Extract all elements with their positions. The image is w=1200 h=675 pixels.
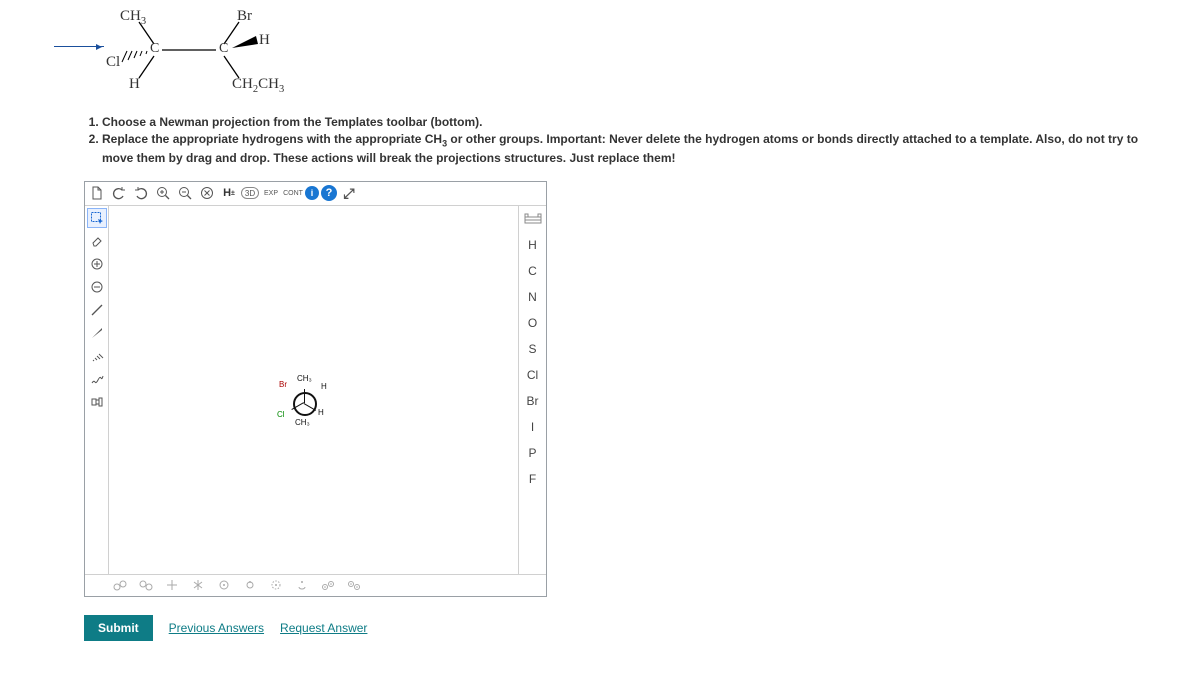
element-f[interactable]: F <box>522 468 544 490</box>
chain-tool-icon[interactable] <box>87 392 107 412</box>
newman-front-lr: H <box>318 408 324 417</box>
info-icon[interactable]: i <box>305 186 319 200</box>
fullscreen-icon[interactable]: ⤢ <box>339 183 359 203</box>
toolbar-left <box>85 206 109 574</box>
single-bond-icon[interactable] <box>87 300 107 320</box>
c1-left-cl: Cl <box>106 54 120 71</box>
template-6-icon[interactable] <box>239 575 261 595</box>
instructions: Choose a Newman projection from the Temp… <box>84 110 1184 181</box>
c2-bottom-group: CH2CH3 <box>232 76 284 95</box>
toolbar-right: H C N O S Cl Br I P F <box>518 206 546 574</box>
c1-label: C <box>150 41 159 57</box>
eraser-tool-icon[interactable] <box>87 231 107 251</box>
periodic-table-icon[interactable] <box>522 208 544 230</box>
zoom-in-icon[interactable] <box>153 183 173 203</box>
template-10-icon[interactable] <box>343 575 365 595</box>
c2-top-br: Br <box>237 8 252 25</box>
template-7-icon[interactable] <box>265 575 287 595</box>
template-9-icon[interactable] <box>317 575 339 595</box>
wedge-solid-icon[interactable] <box>87 346 107 366</box>
element-c[interactable]: C <box>522 260 544 282</box>
element-i[interactable]: I <box>522 416 544 438</box>
undo-icon[interactable] <box>109 183 129 203</box>
element-s[interactable]: S <box>522 338 544 360</box>
c2-right-h: H <box>259 32 270 49</box>
wedge-hash-icon[interactable] <box>87 323 107 343</box>
wedge-dash-structure: C C CH3 Cl H Br H CH2CH3 <box>84 10 304 100</box>
element-o[interactable]: O <box>522 312 544 334</box>
newman-back-ur: H <box>321 382 327 391</box>
template-4-icon[interactable] <box>187 575 209 595</box>
toolbar-bottom <box>85 574 546 596</box>
newman-projection[interactable]: CH₃ Br H Cl H CH₃ <box>285 384 325 424</box>
toolbar-top: H± 3D EXP CONT i ? ⤢ <box>85 182 546 206</box>
template-5-icon[interactable] <box>213 575 235 595</box>
newman-back-bot: CH₃ <box>295 418 310 427</box>
element-br[interactable]: Br <box>522 390 544 412</box>
zoom-out-icon[interactable] <box>175 183 195 203</box>
template-3-icon[interactable] <box>161 575 183 595</box>
h-toggle-button[interactable]: H± <box>219 183 239 203</box>
marquee-tool-icon[interactable] <box>87 208 107 228</box>
instruction-1: Choose a Newman projection from the Temp… <box>102 114 1164 130</box>
template-8-icon[interactable] <box>291 575 313 595</box>
view-3d-button[interactable]: 3D <box>241 187 259 199</box>
help-icon[interactable]: ? <box>321 185 337 201</box>
element-h[interactable]: H <box>522 234 544 256</box>
submit-button[interactable]: Submit <box>84 615 153 641</box>
c1-bottom-h: H <box>129 76 140 93</box>
contract-button[interactable]: CONT <box>283 183 303 203</box>
structure-editor: H± 3D EXP CONT i ? ⤢ <box>84 181 547 597</box>
submit-row: Submit Previous Answers Request Answer <box>84 615 1200 641</box>
template-1-icon[interactable] <box>109 575 131 595</box>
newman-front-top: CH₃ <box>297 374 312 383</box>
drawing-canvas[interactable]: CH₃ Br H Cl H CH₃ <box>109 206 518 574</box>
element-cl[interactable]: Cl <box>522 364 544 386</box>
new-file-icon[interactable] <box>87 183 107 203</box>
element-n[interactable]: N <box>522 286 544 308</box>
charge-minus-icon[interactable] <box>87 277 107 297</box>
c2-label: C <box>219 41 228 57</box>
instruction-2: Replace the appropriate hydrogens with t… <box>102 131 1164 166</box>
redo-icon[interactable] <box>131 183 151 203</box>
c1-top: CH3 <box>120 8 146 27</box>
wavy-bond-icon[interactable] <box>87 369 107 389</box>
charge-plus-icon[interactable] <box>87 254 107 274</box>
newman-front-ll: Cl <box>277 410 285 419</box>
element-p[interactable]: P <box>522 442 544 464</box>
template-2-icon[interactable] <box>135 575 157 595</box>
expand-button[interactable]: EXP <box>261 183 281 203</box>
request-answer-link[interactable]: Request Answer <box>280 621 367 635</box>
newman-back-ul: Br <box>279 380 287 389</box>
erase-icon[interactable] <box>197 183 217 203</box>
previous-answers-link[interactable]: Previous Answers <box>169 621 264 635</box>
